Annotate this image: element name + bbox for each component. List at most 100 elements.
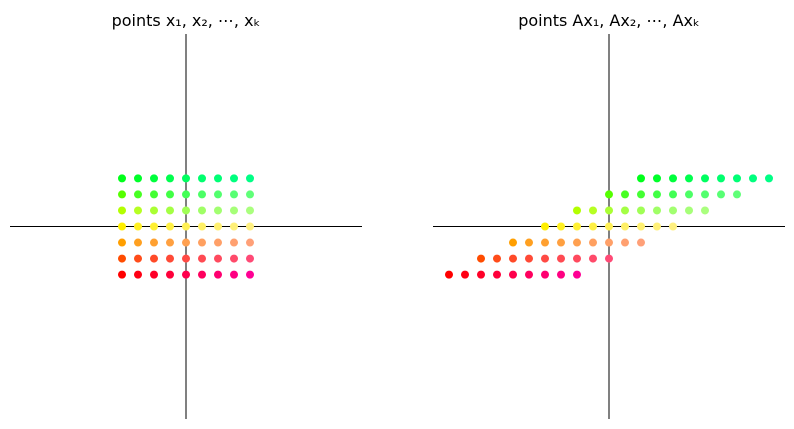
left-point-r2-c1 xyxy=(134,206,142,215)
right-point-r2-c7 xyxy=(685,206,693,215)
left-point-r4-c3 xyxy=(166,238,174,247)
left-point-r1-c7 xyxy=(230,190,238,199)
right-point-r4-c7 xyxy=(621,238,629,247)
right-point-r3-c3 xyxy=(589,222,597,231)
right-point-r3-c7 xyxy=(653,222,661,231)
right-point-r6-c4 xyxy=(509,270,517,279)
left-point-r5-c6 xyxy=(214,254,222,263)
right-point-r5-c4 xyxy=(541,254,549,263)
left-point-r5-c5 xyxy=(198,254,206,263)
right-point-r4-c0 xyxy=(509,238,517,247)
left-point-r3-c2 xyxy=(150,222,158,231)
left-point-r5-c4 xyxy=(182,254,190,263)
right-point-r1-c7 xyxy=(717,190,725,199)
left-point-r6-c6 xyxy=(214,270,222,279)
left-point-r2-c6 xyxy=(214,206,222,215)
right-point-r2-c0 xyxy=(573,206,581,215)
left-point-r4-c0 xyxy=(118,238,126,247)
left-point-r3-c3 xyxy=(166,222,174,231)
left-point-r6-c1 xyxy=(134,270,142,279)
right-point-r4-c1 xyxy=(525,238,533,247)
left-point-r5-c3 xyxy=(166,254,174,263)
left-point-r6-c8 xyxy=(246,270,254,279)
left-points xyxy=(118,174,254,279)
right-point-r4-c8 xyxy=(637,238,645,247)
right-point-r0-c0 xyxy=(637,174,645,183)
left-point-r2-c7 xyxy=(230,206,238,215)
left-point-r6-c5 xyxy=(198,270,206,279)
right-point-r4-c6 xyxy=(605,238,613,247)
left-point-r2-c5 xyxy=(198,206,206,215)
left-point-r0-c0 xyxy=(118,174,126,183)
right-point-r1-c1 xyxy=(621,190,629,199)
left-point-r1-c0 xyxy=(118,190,126,199)
left-point-r4-c4 xyxy=(182,238,190,247)
left-point-r3-c6 xyxy=(214,222,222,231)
right-point-r2-c8 xyxy=(701,206,709,215)
left-point-r6-c4 xyxy=(182,270,190,279)
left-point-r1-c1 xyxy=(134,190,142,199)
right-point-r0-c4 xyxy=(701,174,709,183)
left-point-r0-c8 xyxy=(246,174,254,183)
left-point-r0-c6 xyxy=(214,174,222,183)
left-point-r4-c1 xyxy=(134,238,142,247)
right-point-r5-c2 xyxy=(509,254,517,263)
right-point-r6-c6 xyxy=(541,270,549,279)
right-point-r1-c0 xyxy=(605,190,613,199)
right-point-r1-c8 xyxy=(733,190,741,199)
right-point-r6-c0 xyxy=(445,270,453,279)
right-point-r3-c4 xyxy=(605,222,613,231)
right-point-r2-c3 xyxy=(621,206,629,215)
right-point-r0-c8 xyxy=(765,174,773,183)
left-point-r3-c8 xyxy=(246,222,254,231)
right-point-r4-c5 xyxy=(589,238,597,247)
right-point-r3-c8 xyxy=(669,222,677,231)
left-point-r4-c6 xyxy=(214,238,222,247)
left-point-r3-c7 xyxy=(230,222,238,231)
right-point-r0-c3 xyxy=(685,174,693,183)
right-point-r6-c1 xyxy=(461,270,469,279)
right-point-r2-c5 xyxy=(653,206,661,215)
left-point-r3-c1 xyxy=(134,222,142,231)
left-point-r0-c7 xyxy=(230,174,238,183)
right-point-r6-c5 xyxy=(525,270,533,279)
left-point-r0-c1 xyxy=(134,174,142,183)
right-point-r3-c1 xyxy=(557,222,565,231)
left-point-r5-c7 xyxy=(230,254,238,263)
right-point-r3-c0 xyxy=(541,222,549,231)
right-point-r5-c7 xyxy=(589,254,597,263)
left-point-r3-c4 xyxy=(182,222,190,231)
left-point-r2-c2 xyxy=(150,206,158,215)
right-point-r1-c6 xyxy=(701,190,709,199)
left-point-r1-c4 xyxy=(182,190,190,199)
right-point-r0-c6 xyxy=(733,174,741,183)
left-point-r4-c8 xyxy=(246,238,254,247)
left-point-r2-c0 xyxy=(118,206,126,215)
right-point-r2-c4 xyxy=(637,206,645,215)
right-point-r1-c5 xyxy=(685,190,693,199)
right-point-r6-c7 xyxy=(557,270,565,279)
left-point-r6-c2 xyxy=(150,270,158,279)
right-point-r2-c1 xyxy=(589,206,597,215)
right-point-r1-c4 xyxy=(669,190,677,199)
right-point-r6-c3 xyxy=(493,270,501,279)
left-point-r1-c6 xyxy=(214,190,222,199)
right-point-r3-c5 xyxy=(621,222,629,231)
right-point-r5-c3 xyxy=(525,254,533,263)
right-point-r3-c6 xyxy=(637,222,645,231)
left-panel: points x₁, x₂, ⋯, xₖ xyxy=(10,11,362,419)
left-point-r5-c0 xyxy=(118,254,126,263)
left-point-r6-c3 xyxy=(166,270,174,279)
left-point-r2-c3 xyxy=(166,206,174,215)
left-point-r1-c2 xyxy=(150,190,158,199)
right-points xyxy=(445,174,773,279)
right-point-r4-c2 xyxy=(541,238,549,247)
left-point-r1-c5 xyxy=(198,190,206,199)
left-point-r5-c8 xyxy=(246,254,254,263)
right-point-r5-c1 xyxy=(493,254,501,263)
right-point-r3-c2 xyxy=(573,222,581,231)
left-point-r2-c8 xyxy=(246,206,254,215)
left-point-r6-c7 xyxy=(230,270,238,279)
left-point-r2-c4 xyxy=(182,206,190,215)
